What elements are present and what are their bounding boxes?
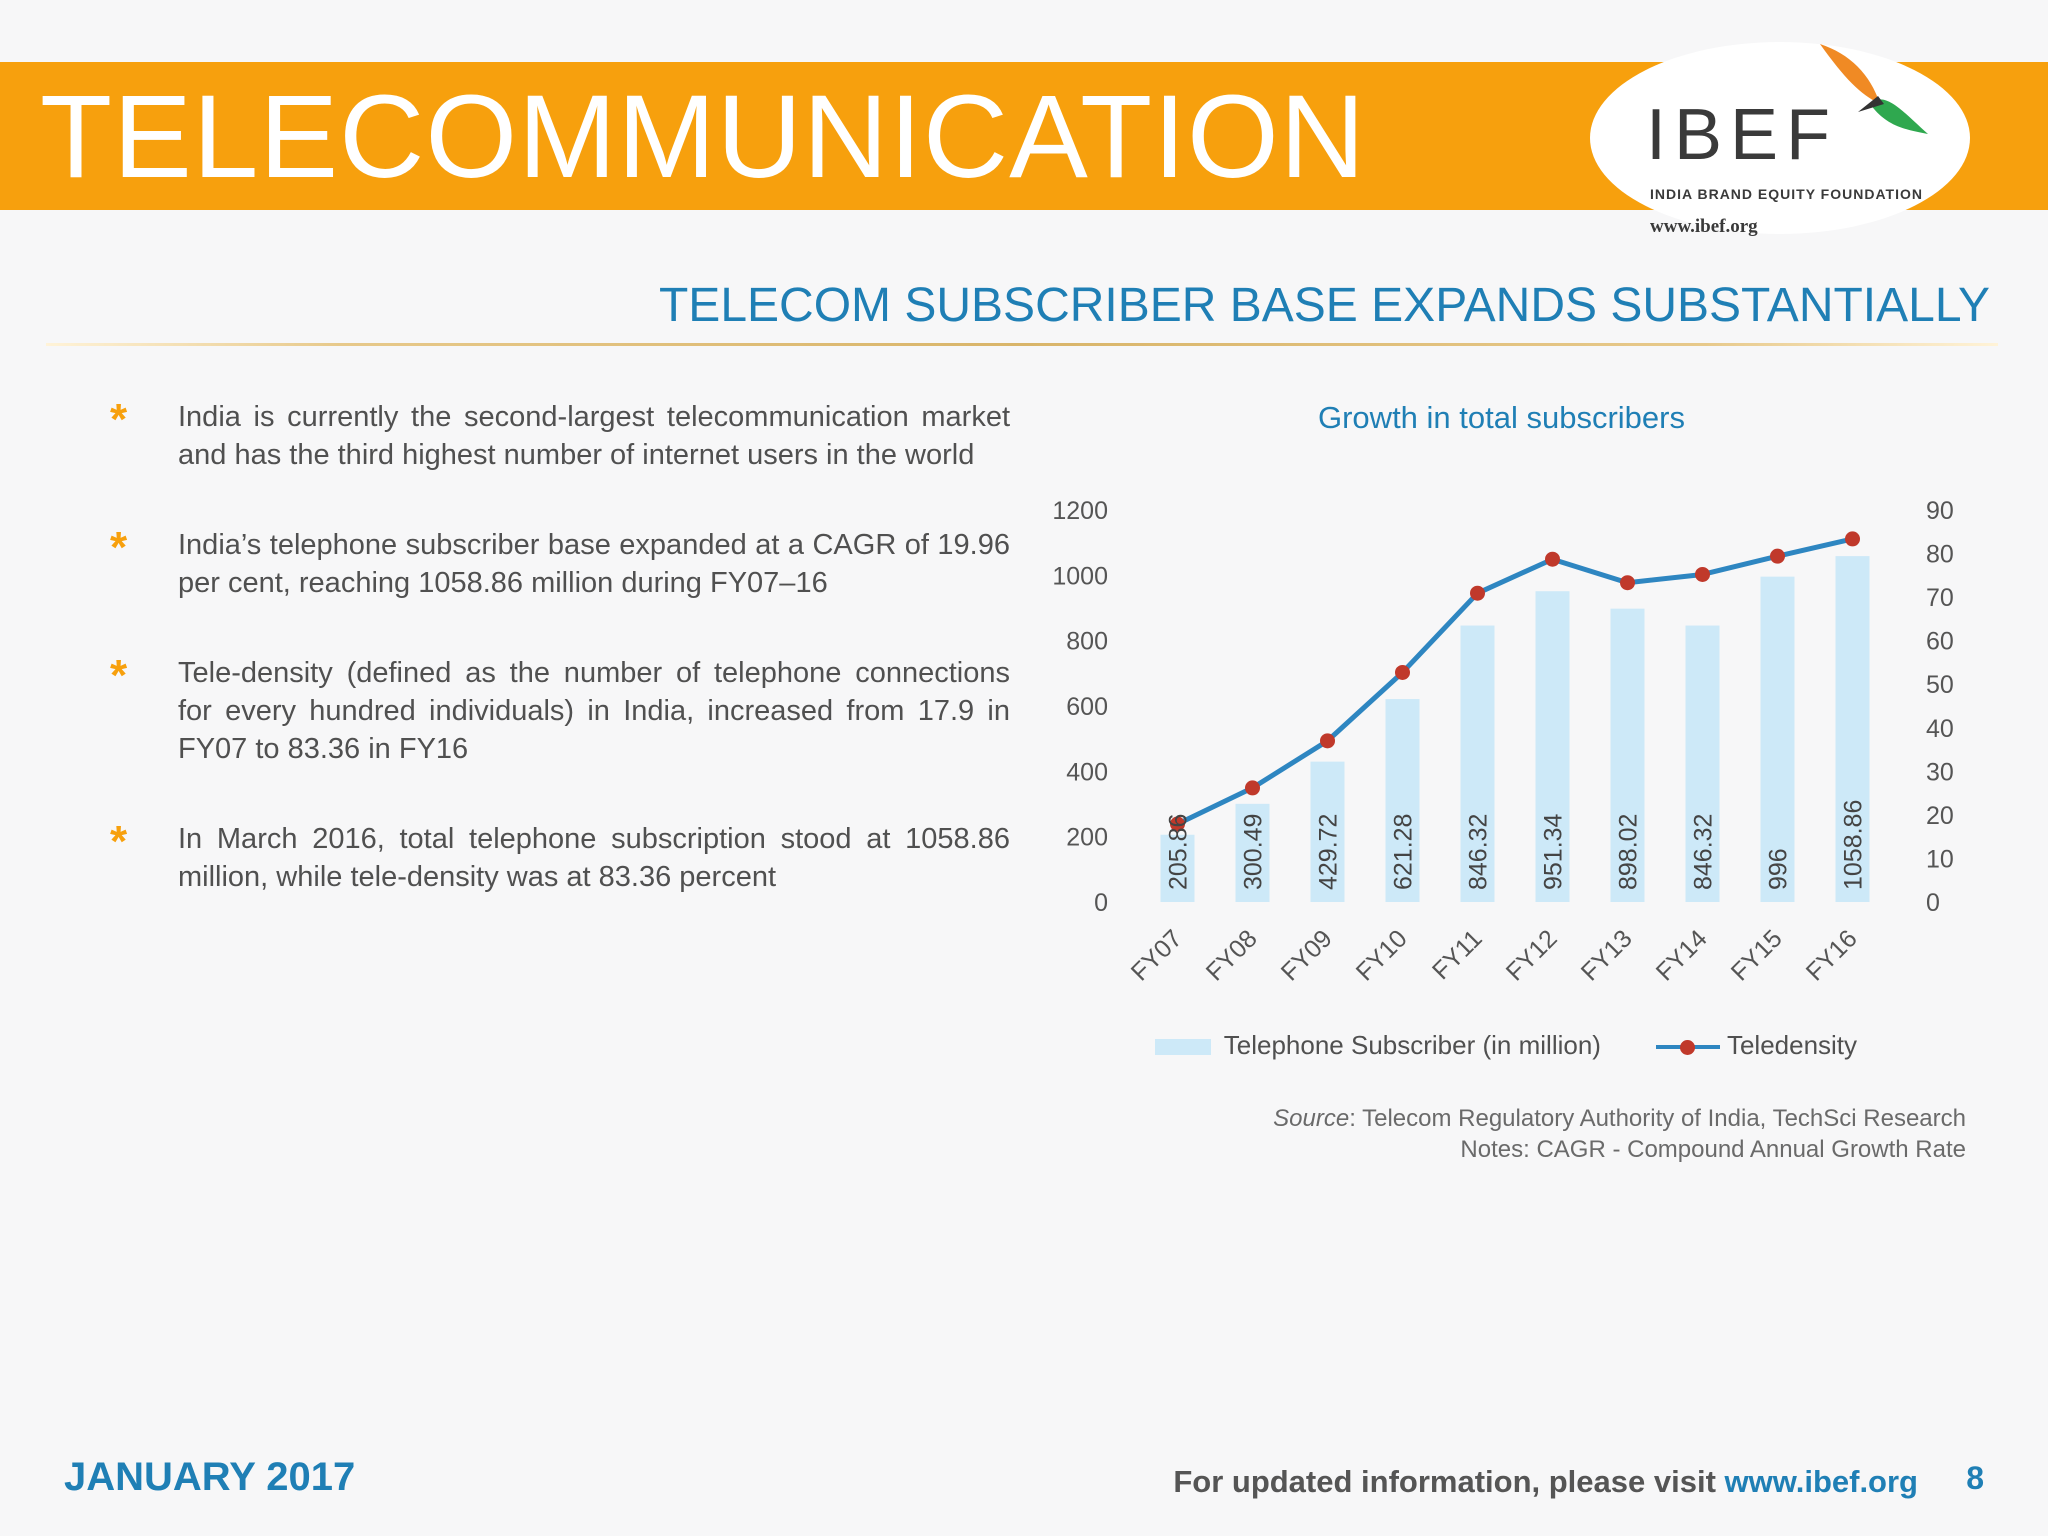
slide-subtitle: TELECOM SUBSCRIBER BASE EXPANDS SUBSTANT…	[658, 279, 1990, 332]
bullet-text: India’s telephone subscriber base expand…	[178, 529, 1010, 599]
x-axis-tick-label: FY09	[1276, 924, 1338, 986]
source-line: Source: Telecom Regulatory Authority of …	[1273, 1103, 1966, 1134]
asterisk-icon: *	[110, 395, 128, 444]
bar-data-label: 1058.86	[1840, 800, 1868, 890]
teledensity-point	[1845, 531, 1860, 547]
legend-swatch-subscribers	[1155, 1039, 1211, 1056]
bar	[1160, 834, 1195, 902]
teledensity-point	[1245, 780, 1260, 796]
teledensity-line	[1176, 536, 1854, 827]
bar-data-label: 846.32	[1690, 814, 1718, 890]
bar-data-label: 898.02	[1615, 814, 1643, 890]
teledensity-point	[1770, 548, 1785, 564]
x-axis-tick-label: FY13	[1576, 924, 1638, 986]
asterisk-icon: *	[110, 651, 128, 700]
left-axis-tick-label: 1000	[1052, 562, 1108, 590]
source-note: Source: Telecom Regulatory Authority of …	[1273, 1103, 1966, 1165]
x-axis-tick-label: FY08	[1201, 924, 1263, 986]
left-axis-tick-label: 400	[1066, 758, 1108, 786]
teledensity-point	[1470, 585, 1485, 601]
page-title: TELECOMMUNICATION	[40, 71, 1366, 203]
logo-text: IBEF	[1646, 95, 1839, 175]
x-axis-tick-label: FY07	[1126, 924, 1188, 986]
bar	[1235, 803, 1270, 902]
legend-label-teledensity: Teledensity	[1726, 1030, 1858, 1060]
bar	[1685, 625, 1720, 902]
right-axis-tick-label: 70	[1926, 584, 1954, 612]
right-axis-tick-label: 90	[1926, 497, 1954, 525]
source-label: Source	[1273, 1105, 1350, 1132]
bar-data-label: 951.34	[1540, 813, 1568, 890]
bar-data-label: 846.32	[1465, 814, 1493, 890]
page-number: 8	[1966, 1460, 1984, 1496]
source-text: : Telecom Regulatory Authority of India,…	[1349, 1105, 1966, 1132]
bar-data-label: 621.28	[1390, 814, 1418, 890]
left-axis-tick-label: 800	[1066, 628, 1108, 656]
notes-line: Notes: CAGR - Compound Annual Growth Rat…	[1460, 1136, 1966, 1163]
left-axis-tick-label: 600	[1066, 693, 1108, 721]
bar	[1835, 556, 1870, 902]
bullet-text: In March 2016, total telephone subscript…	[178, 823, 1010, 893]
x-axis-tick-label: FY15	[1726, 924, 1788, 986]
footer-link[interactable]: www.ibef.org	[1724, 1464, 1918, 1499]
subscriber-chart: 0 200 400 600 800 1000 1200 0 10 20 30 40 50 60 70 80 90…	[1052, 497, 1954, 987]
bar	[1535, 591, 1570, 902]
bar-data-label: 205.86	[1165, 814, 1193, 890]
bullet-item: * In March 2016, total telephone subscri…	[110, 820, 1010, 896]
left-axis-tick-label: 1200	[1052, 497, 1108, 525]
divider	[46, 343, 1998, 346]
right-axis-tick-label: 50	[1926, 671, 1954, 699]
x-axis-tick-label: FY11	[1427, 924, 1488, 985]
right-axis-tick-label: 10	[1926, 845, 1954, 873]
chart-legend: Telephone Subscriber (in million) Telede…	[1155, 1030, 1857, 1061]
logo-subtitle: INDIA BRAND EQUITY FOUNDATION	[1650, 186, 1923, 202]
chart-title: Growth in total subscribers	[1318, 400, 1685, 435]
bullet-item: * India’s telephone subscriber base expa…	[110, 526, 1010, 602]
bullet-item: * Tele-density (defined as the number of…	[110, 654, 1010, 768]
bullet-text: India is currently the second-largest te…	[178, 401, 1010, 471]
x-axis-tick-label: FY16	[1801, 924, 1863, 986]
asterisk-icon: *	[110, 523, 128, 572]
left-axis-tick-label: 200	[1066, 824, 1108, 852]
bar	[1310, 761, 1345, 902]
bar-data-label: 300.49	[1240, 814, 1268, 890]
footer-date: JANUARY 2017	[64, 1455, 356, 1499]
ibef-logo[interactable]: IBEF INDIA BRAND EQUITY FOUNDATION www.i…	[1590, 24, 1970, 237]
bar	[1460, 625, 1495, 902]
right-axis-tick-label: 30	[1926, 758, 1954, 786]
bar	[1610, 608, 1645, 902]
right-axis-tick-label: 20	[1926, 802, 1954, 830]
teledensity-point	[1620, 575, 1635, 591]
teledensity-point	[1395, 664, 1410, 680]
x-axis-tick-label: FY10	[1351, 924, 1413, 986]
bar	[1385, 699, 1420, 902]
bar-data-label: 996	[1765, 848, 1793, 890]
teledensity-point	[1320, 733, 1335, 749]
footer-visit: For updated information, please visit ww…	[1173, 1464, 1918, 1500]
logo-background	[1590, 42, 1970, 234]
legend-label-subscribers: Telephone Subscriber (in million)	[1223, 1030, 1601, 1060]
teledensity-point	[1695, 566, 1710, 582]
teledensity-point	[1170, 816, 1185, 832]
teledensity-point	[1545, 551, 1560, 567]
legend-swatch-teledensity	[1656, 1034, 1721, 1060]
right-axis-tick-label: 0	[1926, 889, 1940, 917]
right-axis-tick-label: 40	[1926, 715, 1954, 743]
footer-visit-text: For updated information, please visit	[1173, 1464, 1725, 1499]
bullet-text: Tele-density (defined as the number of t…	[178, 657, 1010, 765]
right-axis-tick-label: 80	[1926, 541, 1954, 569]
bird-icon	[1820, 44, 1928, 134]
bar	[1760, 576, 1795, 902]
bar-data-label: 429.72	[1315, 814, 1343, 890]
bullet-list: * India is currently the second-largest …	[110, 398, 1010, 934]
right-axis-tick-label: 60	[1926, 628, 1954, 656]
asterisk-icon: *	[110, 817, 128, 866]
x-axis-tick-label: FY14	[1651, 924, 1713, 986]
x-axis-tick-label: FY12	[1501, 924, 1563, 986]
bullet-item: * India is currently the second-largest …	[110, 398, 1010, 474]
logo-url: www.ibef.org	[1650, 216, 1758, 237]
left-axis-tick-label: 0	[1094, 889, 1108, 917]
